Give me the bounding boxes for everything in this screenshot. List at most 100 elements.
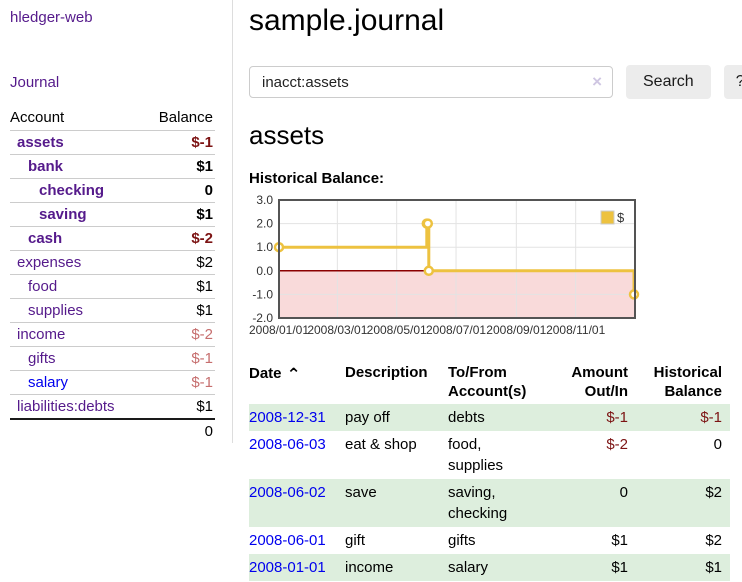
transaction-accounts: saving, checking [448, 479, 548, 527]
transaction-description: save [345, 479, 448, 527]
svg-text:2008/09/01: 2008/09/01 [486, 323, 546, 337]
account-link-gifts[interactable]: gifts [28, 350, 56, 367]
account-balance: $1 [196, 398, 213, 415]
register-row: 2008-06-02 save saving, checking 0 $2 [249, 479, 730, 527]
account-link-food[interactable]: food [28, 278, 58, 295]
transaction-accounts: salary [448, 554, 548, 581]
account-balance: $-1 [191, 134, 213, 151]
accounts-total-row: 0 [10, 419, 215, 443]
account-row: gifts $-1 [10, 346, 215, 371]
account-row: expenses $2 [10, 250, 215, 275]
account-row: salary $-1 [10, 370, 215, 395]
register-header-row: Date ⌃ Description To/From Account(s) Amo… [249, 361, 730, 404]
register-table: Date ⌃ Description To/From Account(s) Amo… [249, 361, 730, 581]
register-header-balance: Historical Balance [653, 364, 722, 400]
transaction-date-link[interactable]: 2008-06-02 [249, 484, 326, 501]
transaction-accounts: gifts [448, 532, 476, 549]
transaction-balance: $2 [705, 532, 722, 549]
svg-text:1.0: 1.0 [256, 240, 273, 254]
svg-text:$: $ [617, 210, 625, 225]
main-content: sample.journal × Search ? assets Histori… [233, 0, 742, 581]
accounts-header-account: Account [10, 109, 65, 126]
register-header-amount: Amount Out/In [571, 364, 628, 400]
sidebar: hledger-web Journal Account Balance asse… [0, 0, 233, 443]
account-link-liabilities-debts[interactable]: liabilities:debts [17, 398, 115, 415]
search-button[interactable]: Search [626, 65, 711, 99]
transaction-date-link[interactable]: 2008-06-03 [249, 436, 326, 453]
register-row: 2008-06-03 eat & shop food, supplies $-2… [249, 431, 730, 479]
svg-text:2008/05/01: 2008/05/01 [367, 323, 427, 337]
transaction-accounts: debts [448, 404, 548, 431]
account-row: assets $-1 [10, 130, 215, 155]
transaction-balance: 0 [713, 436, 722, 453]
svg-text:2008/07/01: 2008/07/01 [426, 323, 486, 337]
account-row: bank $1 [10, 154, 215, 179]
transaction-balance: $1 [636, 554, 730, 581]
account-link-salary[interactable]: salary [28, 374, 69, 391]
brand-link[interactable]: hledger-web [10, 9, 93, 26]
account-balance: $-1 [191, 374, 213, 391]
register-header-date[interactable]: Date ⌃ [249, 365, 301, 384]
account-heading: assets [249, 120, 325, 150]
account-balance: $-2 [191, 230, 213, 247]
search-form: × Search ? [249, 65, 742, 99]
account-row: supplies $1 [10, 298, 215, 323]
account-link-expenses[interactable]: expenses [17, 254, 82, 271]
accounts-total: 0 [204, 423, 213, 440]
account-row: saving $1 [10, 202, 215, 227]
transaction-date-link[interactable]: 2008-01-01 [249, 559, 326, 576]
page-title: sample.journal [249, 4, 445, 37]
register-header-accounts: To/From Account(s) [448, 364, 527, 400]
account-balance: $2 [196, 254, 213, 271]
svg-text:2008/03/01: 2008/03/01 [307, 323, 367, 337]
clear-search-icon[interactable]: × [592, 72, 602, 91]
transaction-amount: $1 [548, 554, 636, 581]
account-link-supplies[interactable]: supplies [28, 302, 84, 319]
account-balance: $-1 [191, 350, 213, 367]
register-row: 2008-01-01 income salary $1 $1 [249, 554, 730, 581]
accounts-header-balance: Balance [158, 109, 213, 126]
historical-balance-chart: 2008/01/01 2008/03/01 2008/05/01 2008/07/01… [249, 193, 742, 344]
transaction-description: income [345, 554, 448, 581]
account-link-checking[interactable]: checking [39, 182, 105, 199]
transaction-description: gift [345, 532, 366, 549]
account-link-income[interactable]: income [17, 326, 66, 343]
transaction-accounts: food, supplies [448, 436, 504, 474]
account-row: cash $-2 [10, 226, 215, 251]
account-balance: $1 [196, 206, 213, 223]
transaction-date-link[interactable]: 2008-06-01 [249, 532, 326, 549]
register-row: 2008-06-01 gift gifts $1 $2 [249, 527, 730, 554]
help-button[interactable]: ? [723, 65, 742, 99]
sort-ascending-icon: ⌃ [286, 365, 301, 384]
account-link-bank[interactable]: bank [28, 158, 64, 175]
account-balance: $1 [196, 158, 213, 175]
accounts-table: Account Balance assets $-1 bank $1 check… [10, 106, 215, 443]
account-row: income $-2 [10, 322, 215, 347]
svg-text:2008/11/01: 2008/11/01 [546, 323, 605, 337]
transaction-date-link[interactable]: 2008-12-31 [249, 409, 326, 426]
svg-text:-1.0: -1.0 [252, 287, 273, 301]
account-link-assets[interactable]: assets [17, 134, 64, 151]
account-link-saving[interactable]: saving [39, 206, 87, 223]
register-header-description: Description [345, 364, 428, 381]
transaction-balance: $-1 [636, 404, 730, 431]
account-link-cash[interactable]: cash [28, 230, 63, 247]
transaction-amount: $-2 [606, 436, 628, 453]
register-row: 2008-12-31 pay off debts $-1 $-1 [249, 404, 730, 431]
transaction-balance: $2 [636, 479, 730, 527]
account-row: liabilities:debts $1 [10, 394, 215, 420]
transaction-amount: 0 [548, 479, 636, 527]
transaction-amount: $-1 [548, 404, 636, 431]
sidebar-item-journal[interactable]: Journal [10, 74, 60, 91]
account-balance: $-2 [191, 326, 213, 343]
account-row: food $1 [10, 274, 215, 299]
search-input[interactable] [249, 66, 613, 98]
svg-text:3.0: 3.0 [256, 193, 273, 207]
svg-text:0.0: 0.0 [256, 264, 273, 278]
svg-text:2.0: 2.0 [256, 217, 273, 231]
account-balance: $1 [196, 302, 213, 319]
svg-text:-2.0: -2.0 [252, 311, 273, 325]
account-balance: $1 [196, 278, 213, 295]
account-row: checking 0 [10, 178, 215, 203]
